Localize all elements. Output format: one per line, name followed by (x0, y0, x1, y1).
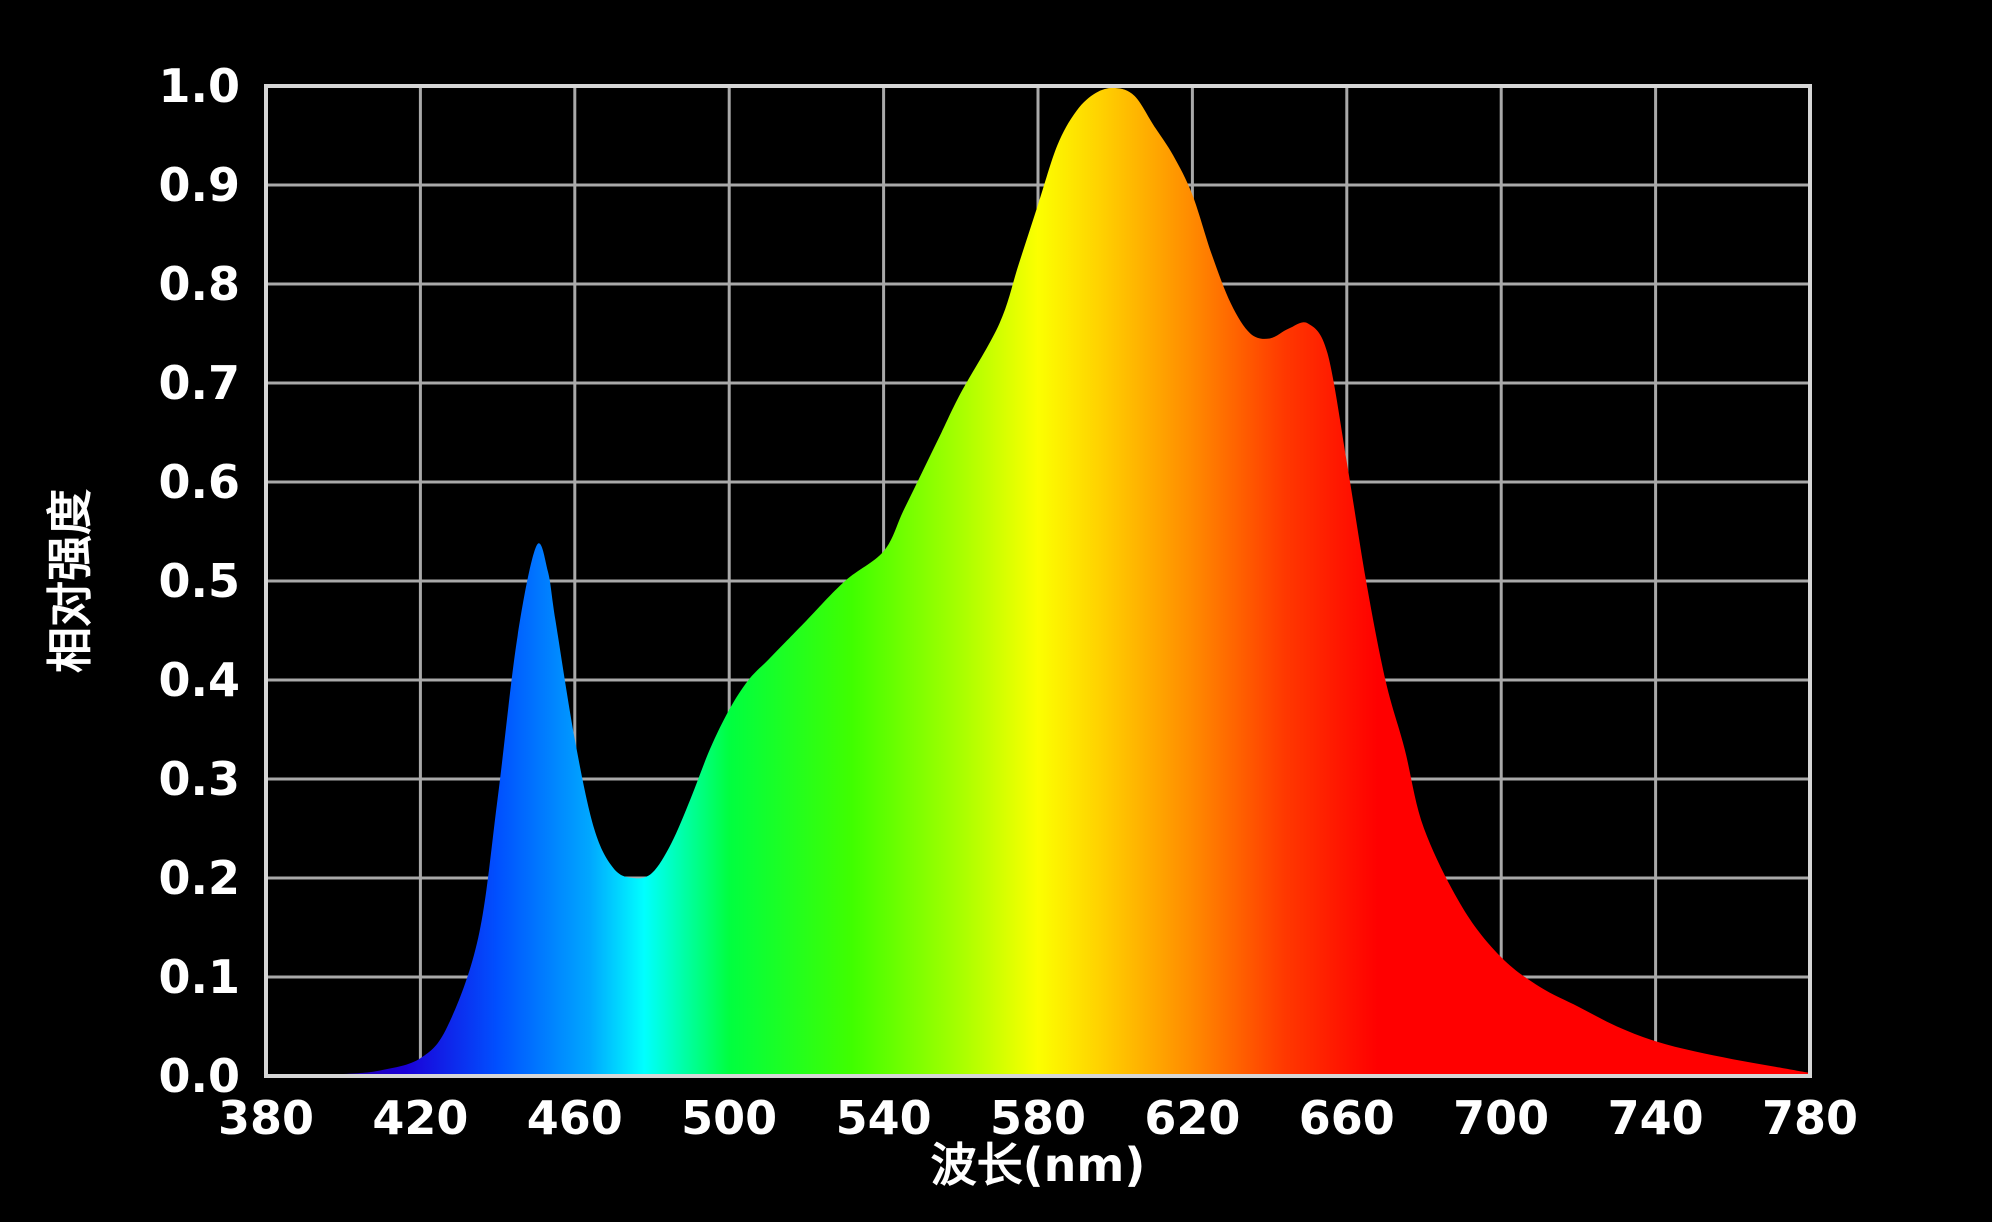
x-tick-label: 660 (1299, 1091, 1395, 1145)
y-tick-label: 0.0 (159, 1049, 241, 1103)
y-tick-label: 0.7 (159, 356, 241, 410)
x-tick-label: 740 (1608, 1091, 1704, 1145)
x-tick-label: 500 (681, 1091, 777, 1145)
x-tick-label: 780 (1762, 1091, 1858, 1145)
y-axis-title: 相对强度 (43, 489, 97, 673)
plot-frame (264, 84, 1812, 1078)
x-tick-label: 700 (1453, 1091, 1549, 1145)
y-tick-label: 1.0 (159, 59, 241, 113)
x-axis-ticks: 380 420 460 500 540 580 620 660 700 740 780 (218, 1091, 1858, 1145)
y-tick-label: 0.5 (159, 554, 241, 608)
y-tick-label: 0.3 (159, 752, 241, 806)
spectrum-area (266, 87, 1810, 1076)
y-tick-label: 0.8 (159, 257, 241, 311)
y-tick-label: 0.9 (159, 158, 241, 212)
x-tick-label: 620 (1144, 1091, 1240, 1145)
y-tick-label: 0.2 (159, 851, 241, 905)
x-tick-label: 420 (372, 1091, 468, 1145)
y-axis-ticks: 0.0 0.1 0.2 0.3 0.4 0.5 0.6 0.7 0.8 0.9 1.0 (159, 59, 241, 1103)
x-tick-label: 540 (836, 1091, 932, 1145)
y-tick-label: 0.1 (159, 950, 241, 1004)
x-tick-label: 380 (218, 1091, 314, 1145)
y-tick-label: 0.4 (159, 653, 241, 707)
x-axis-title: 波长(nm) (931, 1138, 1146, 1192)
x-tick-label: 580 (990, 1091, 1086, 1145)
y-tick-label: 0.6 (159, 455, 241, 509)
x-tick-label: 460 (527, 1091, 623, 1145)
